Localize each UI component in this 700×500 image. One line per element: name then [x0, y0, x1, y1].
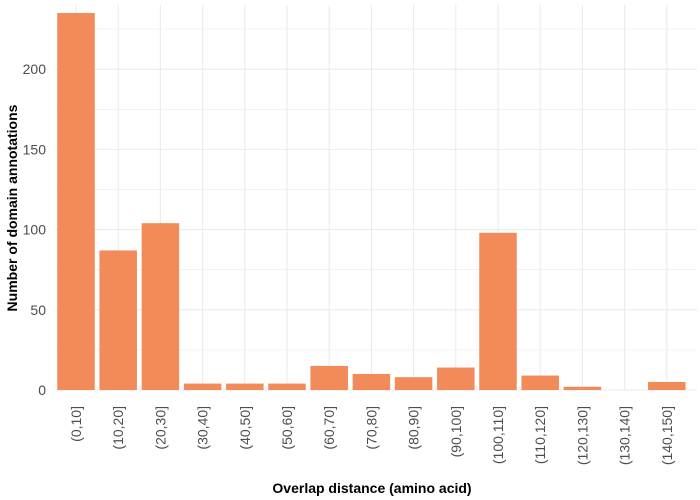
bar	[183, 383, 222, 390]
x-tick-label: (70,80]	[363, 406, 379, 450]
x-tick-label: (120,130]	[574, 406, 590, 465]
x-tick-label: (80,90]	[406, 406, 422, 450]
x-tick-label: (60,70]	[321, 406, 337, 450]
x-tick-label: (30,40]	[195, 406, 211, 450]
x-tick-label: (100,110]	[490, 406, 506, 464]
x-tick-label: (110,120]	[532, 406, 548, 464]
y-tick-label: 0	[38, 382, 46, 398]
bar	[563, 386, 602, 390]
bar	[57, 13, 95, 390]
bar	[99, 250, 137, 390]
x-tick-label: (40,50]	[237, 406, 253, 450]
bar	[648, 381, 686, 390]
bar	[479, 232, 517, 390]
bar	[352, 373, 391, 390]
y-tick-label: 100	[23, 222, 47, 238]
y-tick-label: 200	[23, 61, 47, 77]
y-axis-title: Number of domain annotations	[4, 104, 20, 311]
bar	[521, 375, 559, 390]
y-tick-label: 50	[30, 302, 46, 318]
x-tick-label: (130,140]	[617, 406, 633, 465]
bar	[394, 377, 433, 390]
bar	[437, 367, 475, 390]
y-tick-labels: 0 50 100 150 200	[23, 61, 47, 398]
x-tick-label: (10,20]	[110, 406, 126, 450]
bar	[268, 383, 306, 390]
bar	[310, 365, 348, 390]
y-tick-label: 150	[23, 141, 47, 157]
x-tick-label: (20,30]	[152, 406, 168, 450]
x-axis-title: Overlap distance (amino acid)	[272, 480, 471, 496]
x-tick-label: (90,100]	[448, 406, 464, 457]
x-tick-label: (50,60]	[279, 406, 295, 450]
bar	[141, 223, 180, 390]
bars	[57, 13, 686, 390]
x-tick-label: (140,150]	[659, 406, 675, 465]
bar	[226, 383, 264, 390]
x-tick-label: (0,10]	[68, 406, 84, 442]
x-tick-labels: (0,10] (10,20] (20,30] (30,40] (40,50] (50,60…	[68, 406, 675, 465]
